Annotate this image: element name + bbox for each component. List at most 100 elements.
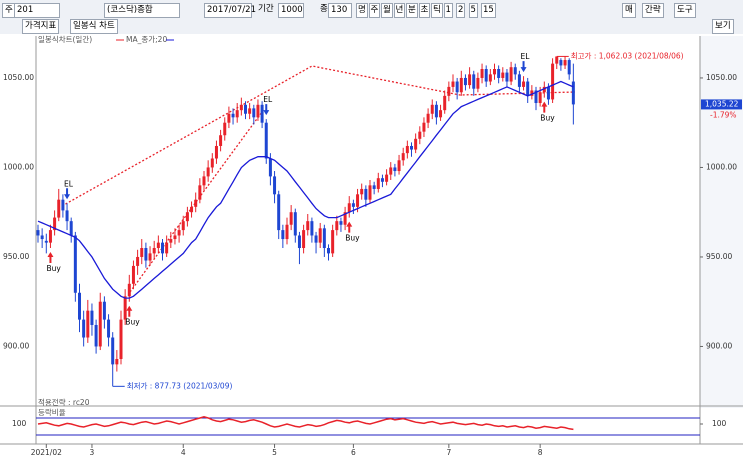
candle-body xyxy=(546,86,550,100)
x-tick-label: 8 xyxy=(538,448,543,457)
candle-body xyxy=(210,158,214,168)
candle-body xyxy=(90,310,94,325)
candle-body xyxy=(239,104,243,111)
period-button[interactable]: 1 xyxy=(443,3,453,18)
tool-button[interactable]: 간략 xyxy=(642,3,664,18)
candle-body xyxy=(264,122,268,159)
candle-body xyxy=(339,221,343,225)
candle-body xyxy=(327,248,330,254)
candle-body xyxy=(256,104,260,118)
candle-body xyxy=(107,319,111,338)
exit-arrow xyxy=(64,188,71,200)
candle-body xyxy=(306,221,310,231)
period-button[interactable]: 초 xyxy=(418,3,431,18)
candle-body xyxy=(198,185,202,200)
candle-body xyxy=(335,221,339,231)
candle-body xyxy=(53,217,57,231)
strategy-line xyxy=(129,111,263,293)
period-button[interactable]: 월 xyxy=(381,3,393,18)
period-button[interactable]: 5 xyxy=(468,3,478,18)
legend-candle: 일봉식차트(일간) xyxy=(38,34,92,44)
candle-body xyxy=(260,104,264,123)
candle-body xyxy=(463,77,467,86)
candle-body xyxy=(231,113,235,118)
date[interactable]: 2017/07/21 xyxy=(204,3,256,18)
candle-body xyxy=(376,178,380,189)
candle-body xyxy=(235,110,239,118)
annotation: 최저가 : 877.73 (2021/03/09) xyxy=(127,380,233,390)
tool-button[interactable]: 도구 xyxy=(674,3,696,18)
candle-body xyxy=(297,235,301,249)
candle-body xyxy=(152,248,156,254)
candle-body xyxy=(476,77,480,89)
candle-body xyxy=(115,358,119,365)
tool-button[interactable]: 매 xyxy=(622,3,636,18)
y-tick-label: 1000.00 xyxy=(706,162,737,171)
exit-arrow xyxy=(520,61,527,73)
candle-body xyxy=(148,253,152,261)
candle-body xyxy=(397,160,401,172)
market[interactable]: (코스닥)종합 xyxy=(104,3,180,18)
candle-body xyxy=(389,167,393,175)
candle-body xyxy=(559,60,563,66)
x-tick-label: 7 xyxy=(446,448,451,457)
strategy-lines xyxy=(61,65,576,293)
row2-button[interactable]: 가격지표 xyxy=(22,19,60,34)
period-button[interactable]: 년 xyxy=(393,3,406,18)
period[interactable]: 1000 xyxy=(278,3,304,18)
candle-body xyxy=(252,108,256,118)
y-tick-label-left: 1000.00 xyxy=(3,162,34,171)
legend-ma: MA_종가;20 xyxy=(126,35,167,44)
view-button[interactable]: 보기 xyxy=(712,19,734,34)
candle-body xyxy=(422,122,426,132)
candle-body xyxy=(372,185,376,189)
candle-body xyxy=(111,337,115,365)
count[interactable]: 130 xyxy=(328,3,352,18)
candle-body xyxy=(513,67,517,75)
strategy-line xyxy=(61,65,576,207)
candle-body xyxy=(401,153,405,161)
candle-body xyxy=(102,301,106,320)
osc-title: 등락비율 xyxy=(38,408,66,417)
period-button[interactable]: 분 xyxy=(406,3,418,18)
candle-body xyxy=(131,265,135,284)
period-button[interactable]: 명 xyxy=(356,3,368,18)
candle-body xyxy=(119,319,123,359)
buy-arrow xyxy=(47,252,54,264)
code-input[interactable]: 201 xyxy=(14,3,60,18)
candle-body xyxy=(455,81,459,93)
candle-body xyxy=(57,199,61,218)
candle-body xyxy=(165,242,169,254)
candle-body xyxy=(538,92,542,104)
candle-body xyxy=(447,86,451,96)
candle-body xyxy=(73,235,77,293)
candle-body xyxy=(364,188,368,200)
candle-body xyxy=(61,199,65,211)
candle-body xyxy=(185,212,189,222)
count-label: 종 xyxy=(320,4,328,14)
x-tick-label: 3 xyxy=(90,448,95,457)
y-tick-label-left: 1050.00 xyxy=(3,73,34,82)
y-tick-label: 950.00 xyxy=(706,252,732,261)
candle-body xyxy=(144,248,148,261)
candle-body xyxy=(289,212,293,225)
osc-tick-label-left: 100 xyxy=(12,419,27,428)
period-button[interactable]: 주 xyxy=(368,3,381,18)
candle-body xyxy=(517,74,521,87)
period-button[interactable]: 틱 xyxy=(431,3,443,18)
candle-body xyxy=(173,235,177,240)
candle-body xyxy=(418,131,422,139)
candle-body xyxy=(356,194,360,207)
candle-body xyxy=(227,113,231,123)
candle-body xyxy=(509,67,513,82)
row2-button[interactable]: 일봉식 차트 xyxy=(70,19,118,34)
period-button[interactable]: 2 xyxy=(456,3,466,18)
candle-body xyxy=(219,135,223,146)
signal-label: EL xyxy=(64,179,74,188)
period-button[interactable]: 15 xyxy=(481,3,496,18)
candle-body xyxy=(281,230,285,240)
candle-body xyxy=(194,199,198,207)
candle-body xyxy=(318,228,322,243)
candle-body xyxy=(551,63,555,100)
candle-body xyxy=(273,176,277,195)
